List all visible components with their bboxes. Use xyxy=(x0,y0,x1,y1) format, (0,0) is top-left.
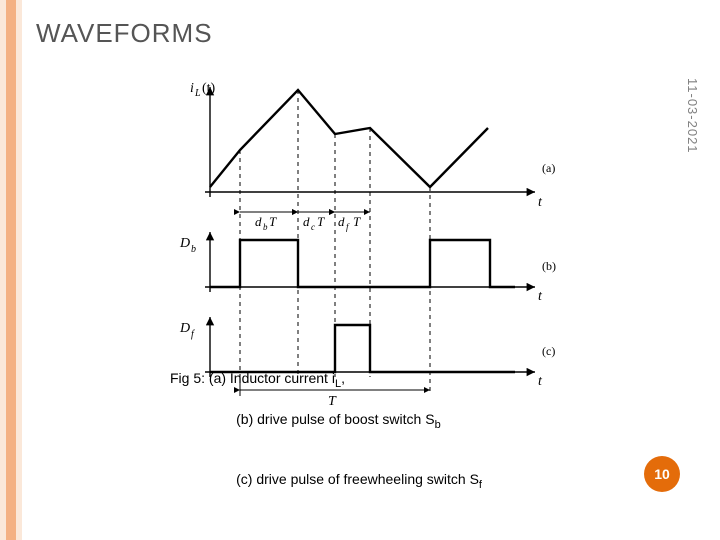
svg-text:c: c xyxy=(311,222,315,232)
caption-line-c: (c) drive pulse of freewheeling switch S… xyxy=(170,452,482,512)
caption-text: Fig 5: (a) Inductor current i xyxy=(170,370,335,386)
figure-caption: Fig 5: (a) Inductor current iL, (b) driv… xyxy=(170,369,482,512)
caption-text: (c) drive pulse of freewheeling switch S xyxy=(193,471,479,487)
caption-line-b: (b) drive pulse of boost switch Sb xyxy=(170,391,482,451)
slide: WAVEFORMS 11-03-2021 i L (t) t xyxy=(0,0,720,540)
svg-text:D: D xyxy=(179,321,190,336)
svg-text:T: T xyxy=(353,214,361,229)
panel-a: i L (t) t (a) d b xyxy=(190,81,555,392)
caption-text: , xyxy=(341,370,345,386)
svg-text:i: i xyxy=(190,81,194,96)
svg-text:L: L xyxy=(194,88,201,99)
svg-text:T: T xyxy=(269,214,277,229)
caption-sub: b xyxy=(435,419,441,431)
waveform-figure: i L (t) t (a) d b xyxy=(140,72,560,412)
slide-date: 11-03-2021 xyxy=(685,78,700,154)
svg-text:b: b xyxy=(263,222,268,232)
svg-text:(b): (b) xyxy=(542,259,556,273)
waveform-svg: i L (t) t (a) d b xyxy=(140,72,560,412)
page-title: WAVEFORMS xyxy=(36,18,213,49)
left-stripe-inner xyxy=(6,0,16,540)
page-number-badge: 10 xyxy=(644,456,680,492)
svg-text:D: D xyxy=(179,236,190,251)
svg-text:f: f xyxy=(346,222,350,232)
svg-text:d: d xyxy=(303,214,310,229)
svg-text:(a): (a) xyxy=(542,161,555,175)
svg-text:(t): (t) xyxy=(202,81,216,96)
svg-text:T: T xyxy=(317,214,325,229)
svg-text:f: f xyxy=(191,329,195,340)
svg-text:t: t xyxy=(538,374,543,389)
caption-text: (b) drive pulse of boost switch S xyxy=(193,411,434,427)
svg-text:d: d xyxy=(338,214,345,229)
svg-text:(c): (c) xyxy=(542,344,555,358)
page-number: 10 xyxy=(654,466,670,482)
svg-text:d: d xyxy=(255,214,262,229)
panel-b: D b t (b) xyxy=(179,232,556,304)
svg-text:t: t xyxy=(538,195,543,210)
svg-text:b: b xyxy=(191,244,196,255)
svg-text:t: t xyxy=(538,289,543,304)
caption-line-a: Fig 5: (a) Inductor current iL, xyxy=(170,369,482,392)
caption-sub: f xyxy=(479,479,482,491)
